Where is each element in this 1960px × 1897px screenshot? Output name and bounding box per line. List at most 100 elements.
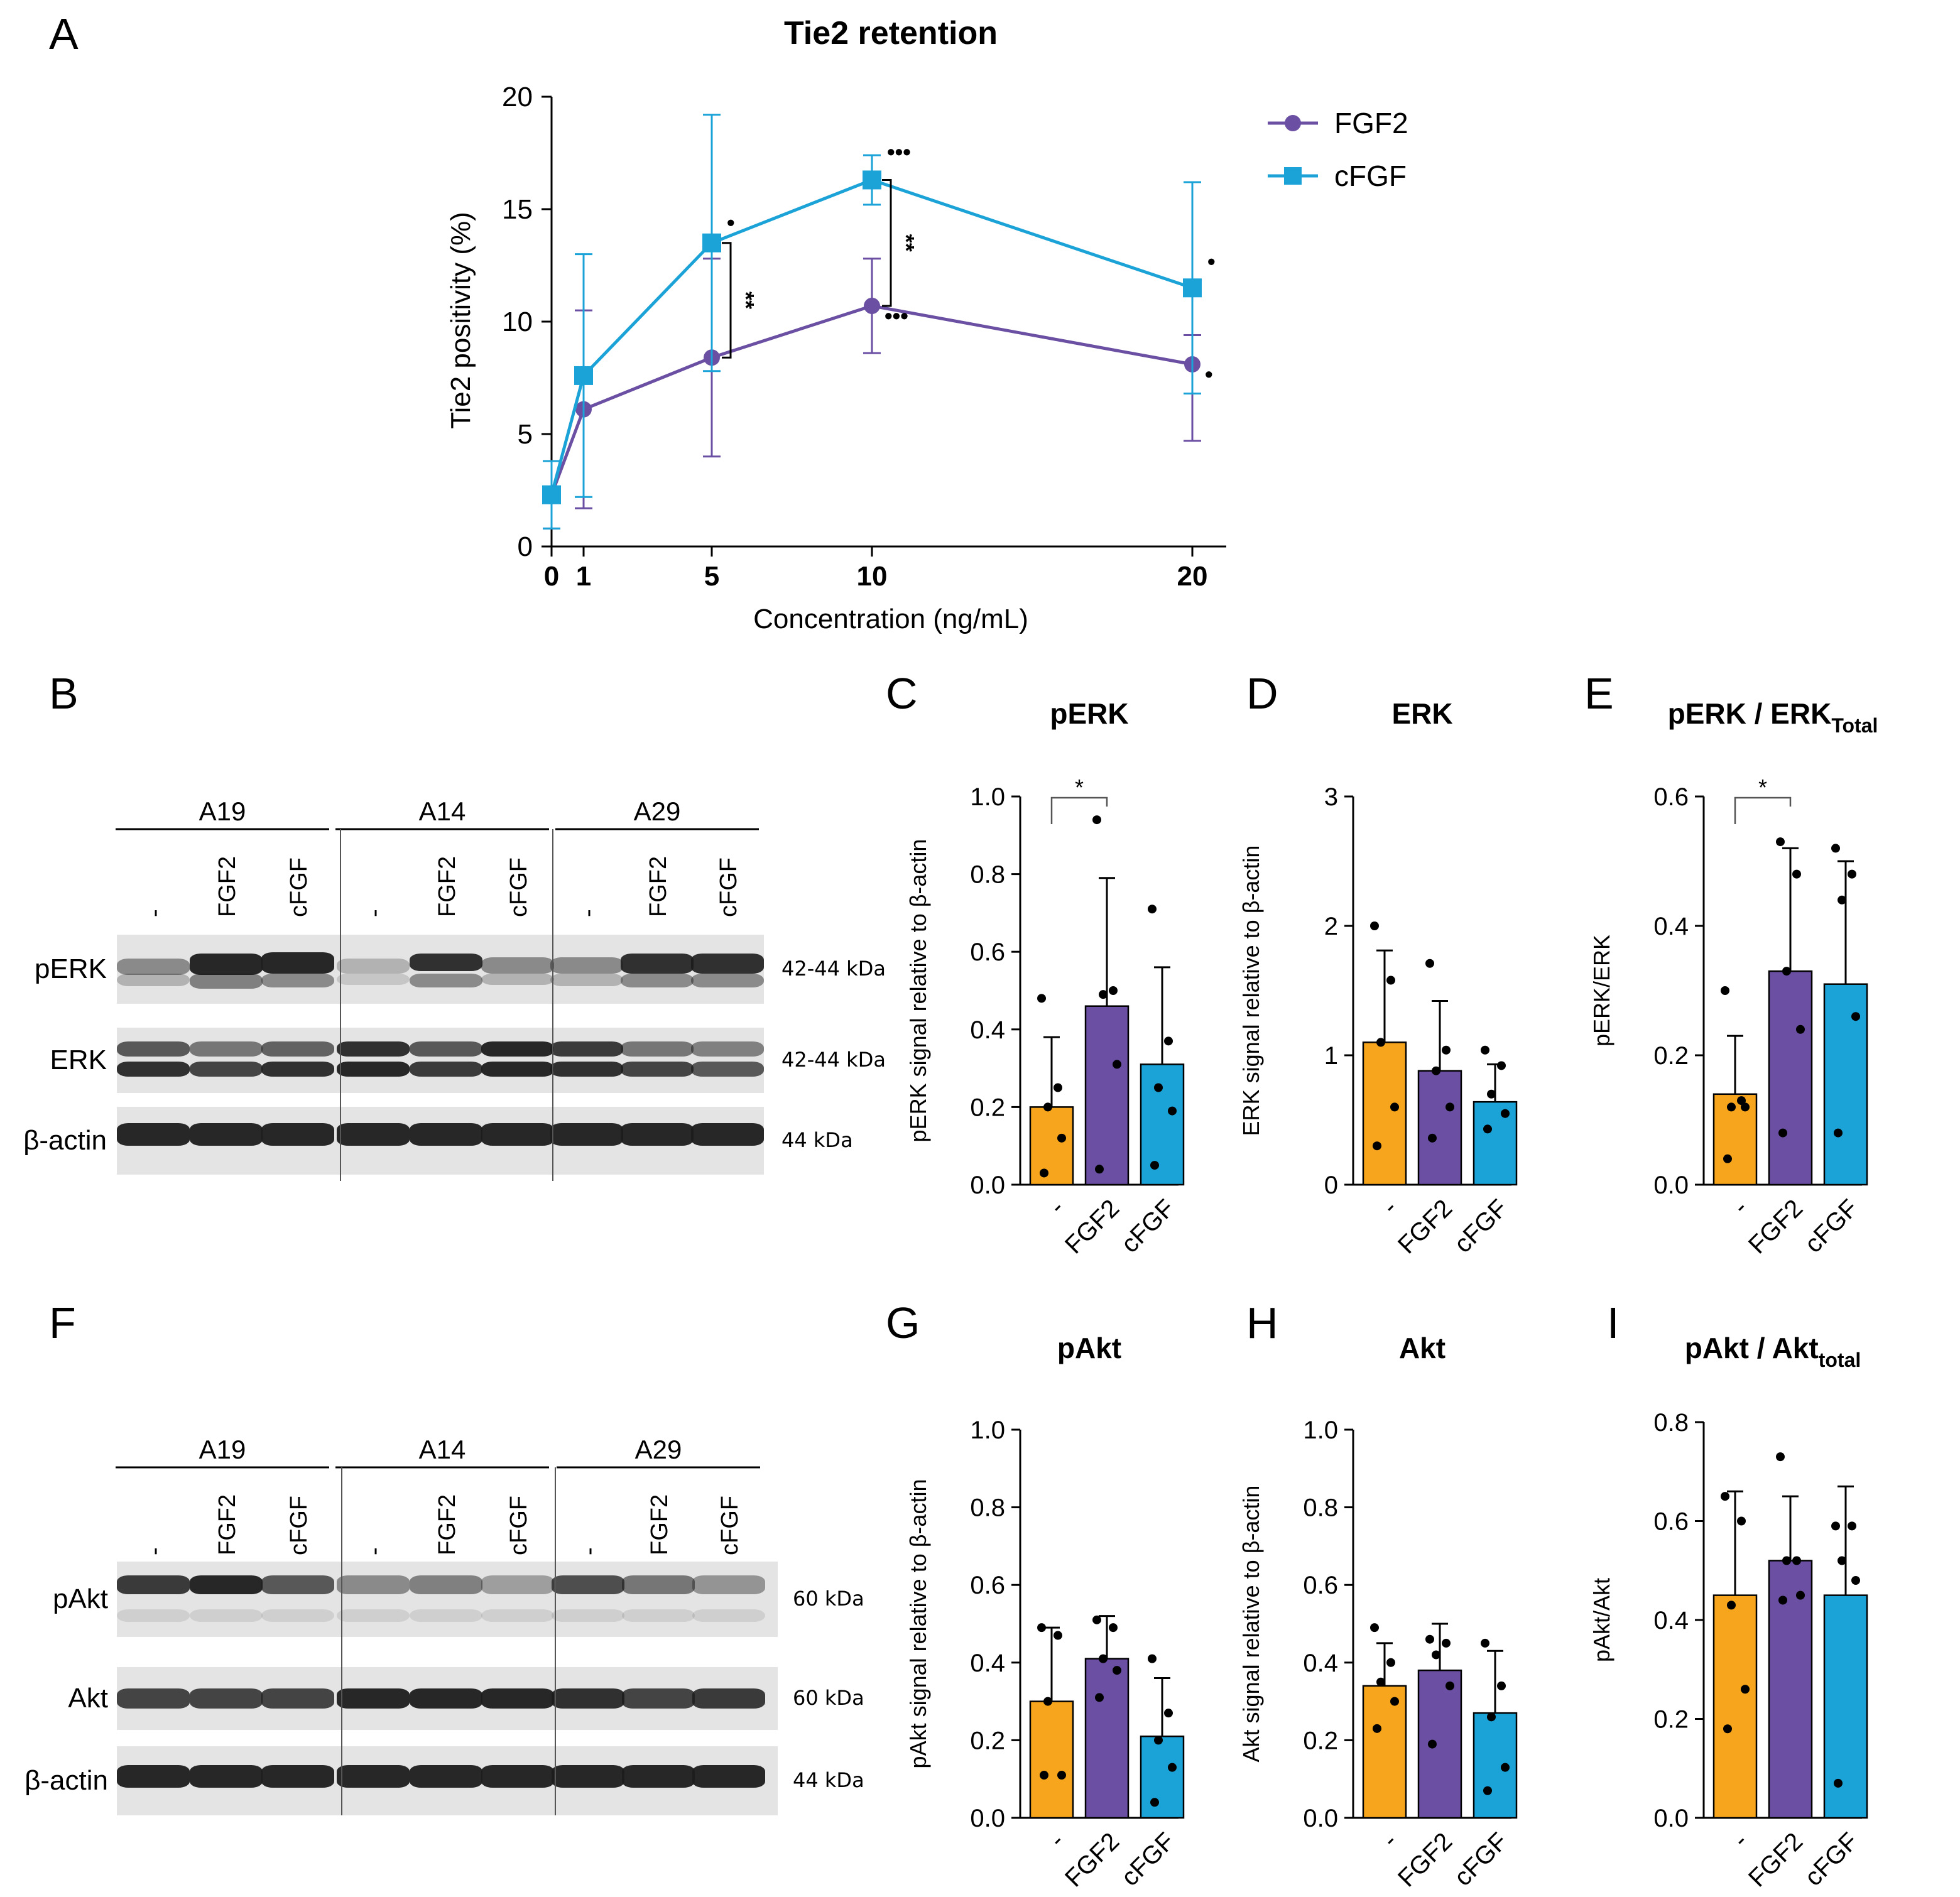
panel-letter-e: E: [1584, 669, 1614, 718]
blot-b-band: [117, 974, 190, 986]
chart-i-point: [1737, 1516, 1746, 1526]
chart-i-point: [1848, 1521, 1856, 1531]
chart-a-xtick-label: 0: [544, 561, 559, 592]
chart-h-ytick-label: 0.8: [1303, 1494, 1338, 1522]
chart-a-point: [574, 366, 593, 385]
chart-i-point: [1851, 1576, 1860, 1585]
chart-c-point: [1037, 994, 1046, 1003]
legend-fgf2-marker: [1285, 115, 1301, 131]
chart-g-point: [1043, 1697, 1052, 1706]
blot-b-band: [621, 974, 694, 987]
chart-g-bar: [1029, 1700, 1074, 1819]
blot-f-size-label: 60 kDa: [793, 1686, 864, 1710]
chart-e-point: [1778, 1128, 1787, 1138]
blot-f-band: [190, 1575, 263, 1594]
chart-e-point: [1776, 837, 1785, 847]
blot-b-lane-label: -: [141, 909, 168, 917]
panel-a-line-chart: A Tie2 retention Concentration (ng/mL) T…: [49, 9, 1408, 634]
chart-a-ytick-label: 10: [502, 307, 533, 337]
blot-f-band: [190, 1765, 263, 1788]
chart-g-ytick-label: 1.0: [970, 1416, 1005, 1444]
chart-h-point: [1370, 1623, 1379, 1633]
chart-c-title: pERK: [1050, 697, 1128, 730]
chart-h-point: [1501, 1763, 1510, 1772]
chart-i-point: [1727, 1601, 1736, 1610]
chart-a-xlabel: Concentration (ng/mL): [753, 604, 1028, 634]
panel-h-bar-chart: H Akt Akt signal relative to β-actin 0.0 0.…: [1238, 1298, 1518, 1893]
panel-d-bar-chart: D ERK ERK signal relative to β-actin 0 1 2 3 -…: [1238, 669, 1518, 1259]
blot-b-band: [481, 1123, 554, 1146]
chart-h-bar: [1473, 1712, 1518, 1819]
chart-e-title: pERK / ERKTotal: [1668, 697, 1878, 737]
blot-b-lane-label: cFGF: [716, 857, 742, 917]
chart-c-xtick-label: cFGF: [1116, 1194, 1180, 1258]
chart-d-ytick-label: 3: [1324, 783, 1338, 811]
chart-a-point: [864, 297, 880, 314]
blot-f-band: [692, 1688, 765, 1709]
chart-a-xtick-label: 5: [704, 561, 719, 592]
panel-letter-f: F: [49, 1298, 76, 1347]
blot-b-band: [621, 954, 694, 974]
blot-b-band: [261, 952, 334, 974]
blot-b-band: [621, 1062, 694, 1077]
chart-c-point: [1109, 986, 1118, 995]
chart-e-point: [1848, 869, 1856, 879]
chart-e-ytick-label: 0.0: [1653, 1171, 1689, 1199]
blot-b-lane-label: cFGF: [286, 857, 312, 917]
blot-b-band: [410, 1062, 482, 1077]
chart-a-xtick-label: 10: [857, 561, 888, 592]
chart-h-bar: [1417, 1669, 1462, 1819]
chart-a-series-cfgf: [542, 114, 1202, 530]
chart-c-ytick-label: 0.6: [970, 938, 1005, 966]
blot-b-band: [190, 1123, 263, 1146]
blot-b-band: [117, 1041, 190, 1057]
blot-f-lane-label: FGF2: [646, 1494, 673, 1555]
chart-a-sig-mark: •: [1207, 248, 1216, 274]
chart-c-point: [1095, 1165, 1104, 1174]
chart-c-point: [1168, 1106, 1177, 1116]
blot-b-band: [550, 974, 623, 986]
blot-b-lane-label: FGF2: [434, 856, 460, 917]
chart-h-point: [1446, 1681, 1454, 1690]
blot-f-lane-label: -: [361, 1547, 388, 1555]
chart-d-ylabel: ERK signal relative to β-actin: [1238, 845, 1264, 1136]
blot-b-strip: [117, 1028, 764, 1093]
chart-i-title: pAkt / Akttotal: [1685, 1332, 1861, 1371]
chart-h-point: [1376, 1677, 1385, 1687]
chart-g-point: [1113, 1666, 1121, 1675]
blot-f-band: [552, 1575, 624, 1594]
blot-f-band: [552, 1609, 624, 1622]
blot-b-size-label: 44 kDa: [781, 1128, 853, 1152]
chart-c-bar: [1029, 1106, 1074, 1186]
blot-f-band: [692, 1575, 765, 1594]
chart-a-sig-mark: •••: [885, 303, 908, 329]
blot-f-size-label: 44 kDa: [793, 1768, 864, 1792]
chart-a-sig-label: **: [733, 291, 759, 309]
chart-a-sig-bracket: [882, 178, 892, 307]
chart-a-series: [542, 114, 1202, 530]
chart-e-point: [1741, 1102, 1750, 1112]
blot-f-band: [410, 1765, 482, 1788]
blot-f-band: [261, 1609, 334, 1622]
chart-e-title-sub: Total: [1831, 714, 1878, 737]
chart-a-ylabel: Tie2 positivity (%): [445, 212, 476, 429]
chart-c-ylabel: pERK signal relative to β-actin: [905, 839, 931, 1143]
chart-g-point: [1040, 1771, 1048, 1780]
chart-c-point: [1150, 1161, 1159, 1170]
blot-f-band: [117, 1765, 190, 1788]
chart-c-ytick-label: 0.0: [970, 1171, 1005, 1199]
blot-f-strip: [117, 1562, 778, 1637]
chart-e-ytick-label: 0.6: [1653, 783, 1689, 811]
chart-c-point: [1148, 905, 1157, 914]
chart-e-point: [1782, 967, 1791, 976]
chart-h-point: [1386, 1658, 1395, 1667]
legend-cfgf-marker: [1284, 167, 1302, 185]
blot-b-band: [550, 1123, 623, 1146]
blot-b-band: [117, 1062, 190, 1077]
chart-h-point: [1432, 1650, 1440, 1660]
chart-h-ylabel: Akt signal relative to β-actin: [1238, 1486, 1264, 1763]
chart-a-xtick-label: 20: [1177, 561, 1208, 592]
blot-f-band: [481, 1688, 554, 1709]
chart-e-xtick-label: cFGF: [1800, 1194, 1864, 1258]
chart-g-ylabel: pAkt signal relative to β-actin: [905, 1479, 931, 1769]
